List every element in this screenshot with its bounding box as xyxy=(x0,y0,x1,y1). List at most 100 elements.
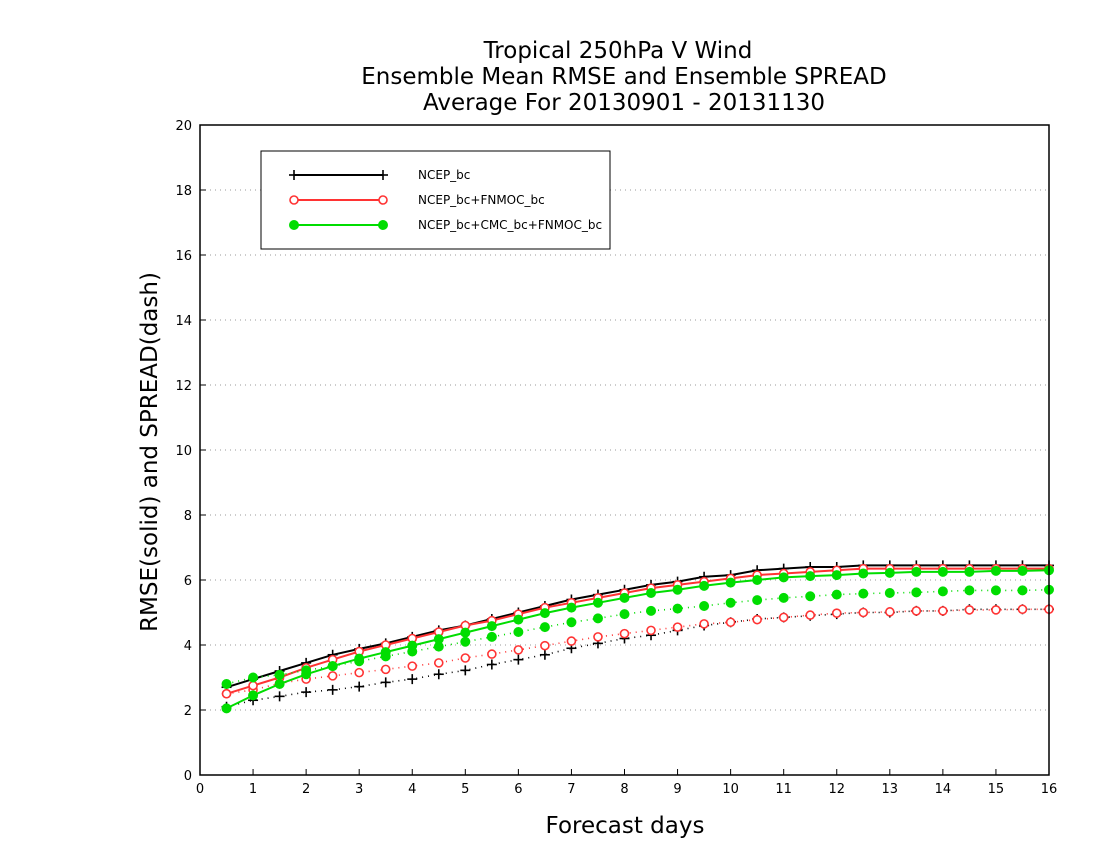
series-2-rmse-point xyxy=(380,647,391,658)
y-tick-label-0: 0 xyxy=(184,769,192,784)
x-tick-label-4: 4 xyxy=(408,782,416,797)
chart-title: Tropical 250hPa V Wind Ensemble Mean RMS… xyxy=(361,38,886,116)
legend-item-2: NCEP_bc+CMC_bc+FNMOC_bc xyxy=(289,218,602,232)
x-tick-label-15: 15 xyxy=(988,782,1005,797)
series-1-spread-point xyxy=(513,645,524,655)
title-line-2: Ensemble Mean RMSE and Ensemble SPREAD xyxy=(361,64,886,90)
series-2-spread-point xyxy=(990,585,1001,596)
series-2-spread-point xyxy=(248,672,259,683)
series-2 xyxy=(221,565,1054,714)
y-tick-label-2: 2 xyxy=(184,704,192,719)
x-tick-label-14: 14 xyxy=(935,782,952,797)
series-2-rmse-point xyxy=(778,572,789,583)
x-tick-label-11: 11 xyxy=(775,782,792,797)
series-2-rmse-point xyxy=(1017,565,1028,576)
series-0-spread-point xyxy=(407,674,418,685)
x-tick-label-10: 10 xyxy=(722,782,739,797)
x-tick-label-2: 2 xyxy=(302,782,310,797)
y-tick-label-16: 16 xyxy=(175,249,192,264)
series-2-rmse-point xyxy=(513,614,524,625)
y-tick-label-12: 12 xyxy=(175,379,192,394)
series-2-rmse-point xyxy=(274,679,285,689)
series-1-spread-point xyxy=(805,610,816,620)
y-tick-label-20: 20 xyxy=(175,119,192,134)
series-2-spread-point xyxy=(831,589,842,600)
series-2-spread-point xyxy=(858,588,869,599)
series-1-spread-point xyxy=(354,667,364,678)
title-line-3: Average For 20130901 - 20131130 xyxy=(423,90,825,116)
x-tick-label-1: 1 xyxy=(249,782,257,797)
series-2-spread-point xyxy=(805,591,816,602)
series-1-spread-point xyxy=(433,658,444,668)
series-2-rmse-point xyxy=(539,608,550,619)
series-2-rmse-point xyxy=(592,597,603,608)
series-2-spread-point xyxy=(460,636,471,647)
series-0-spread-point xyxy=(539,649,550,660)
series-1-spread-point xyxy=(938,606,948,616)
x-tick-label-12: 12 xyxy=(828,782,845,797)
y-tick-label-14: 14 xyxy=(175,314,192,329)
series-2-rmse-point xyxy=(327,661,338,672)
series-2-rmse-point xyxy=(699,580,710,591)
series-2-rmse-point xyxy=(752,575,763,585)
series-2-spread-point xyxy=(699,601,710,611)
series-2-rmse-point xyxy=(937,566,948,577)
series-0 xyxy=(221,560,1054,712)
series-1-spread-point xyxy=(911,606,922,616)
series-1-spread-point xyxy=(964,605,975,615)
series-1-rmse-point xyxy=(248,680,258,691)
series-2-rmse-point xyxy=(911,566,922,577)
y-axis-label: RMSE(solid) and SPREAD(dash) xyxy=(137,272,163,632)
x-tick-label-5: 5 xyxy=(461,782,469,797)
series-1-spread-point xyxy=(885,607,895,617)
series-2-rmse-point xyxy=(964,566,975,577)
series-2-spread-point xyxy=(592,613,603,624)
series-2-rmse-point xyxy=(354,653,365,664)
series-2-spread-line xyxy=(226,589,1050,685)
series-2-rmse-point xyxy=(725,577,736,588)
series-2-rmse-point xyxy=(566,602,577,613)
series-2-rmse-point xyxy=(884,567,895,578)
series-2-rmse-point xyxy=(433,634,444,645)
series-2-rmse-point xyxy=(221,703,232,714)
series-2-spread-point xyxy=(752,595,763,606)
series-2-spread-point xyxy=(566,617,577,628)
series-1-spread-point xyxy=(858,607,869,618)
x-tick-label-9: 9 xyxy=(673,782,681,797)
legend-marker-1 xyxy=(289,195,299,205)
x-tick-label-3: 3 xyxy=(355,782,363,797)
y-tick-label-4: 4 xyxy=(184,639,192,654)
series-0-spread-point xyxy=(327,684,338,695)
series-1-spread-point xyxy=(831,608,842,618)
series-1-spread-point xyxy=(487,649,497,659)
series-2-spread-point xyxy=(619,609,630,620)
series-2-spread-point xyxy=(964,585,975,596)
legend-item-0: NCEP_bc xyxy=(289,168,470,182)
x-tick-label-16: 16 xyxy=(1041,782,1058,797)
legend-label-0: NCEP_bc xyxy=(418,168,470,182)
series-2-spread-point xyxy=(1017,585,1028,596)
y-tick-label-18: 18 xyxy=(175,184,192,199)
x-axis-label: Forecast days xyxy=(546,813,705,839)
series-0-spread-point xyxy=(433,669,444,680)
series-1-spread-point xyxy=(699,619,709,629)
legend-marker-0 xyxy=(378,170,388,180)
x-tick-label-6: 6 xyxy=(514,782,522,797)
series-group xyxy=(221,560,1054,714)
series-2-rmse-point xyxy=(672,584,683,595)
series-2-rmse-point xyxy=(407,640,418,651)
y-tick-label-8: 8 xyxy=(184,509,192,524)
series-0-spread-point xyxy=(486,659,497,670)
title-line-1: Tropical 250hPa V Wind xyxy=(483,38,753,64)
series-0-spread-point xyxy=(274,691,285,702)
series-2-spread-point xyxy=(539,622,550,633)
series-2-rmse-point xyxy=(805,571,816,582)
axis-ticks: 0 1 2 3 4 5 6 7 8 9 10 11 12 13 14 15 160246810121416182… xyxy=(175,119,1057,797)
series-2-spread-point xyxy=(725,597,736,608)
x-tick-label-0: 0 xyxy=(196,782,204,797)
series-2-rmse-point xyxy=(646,588,657,598)
series-1-spread-point xyxy=(672,622,683,632)
series-1-spread-point xyxy=(991,605,1001,615)
series-1-spread-point xyxy=(725,617,736,628)
